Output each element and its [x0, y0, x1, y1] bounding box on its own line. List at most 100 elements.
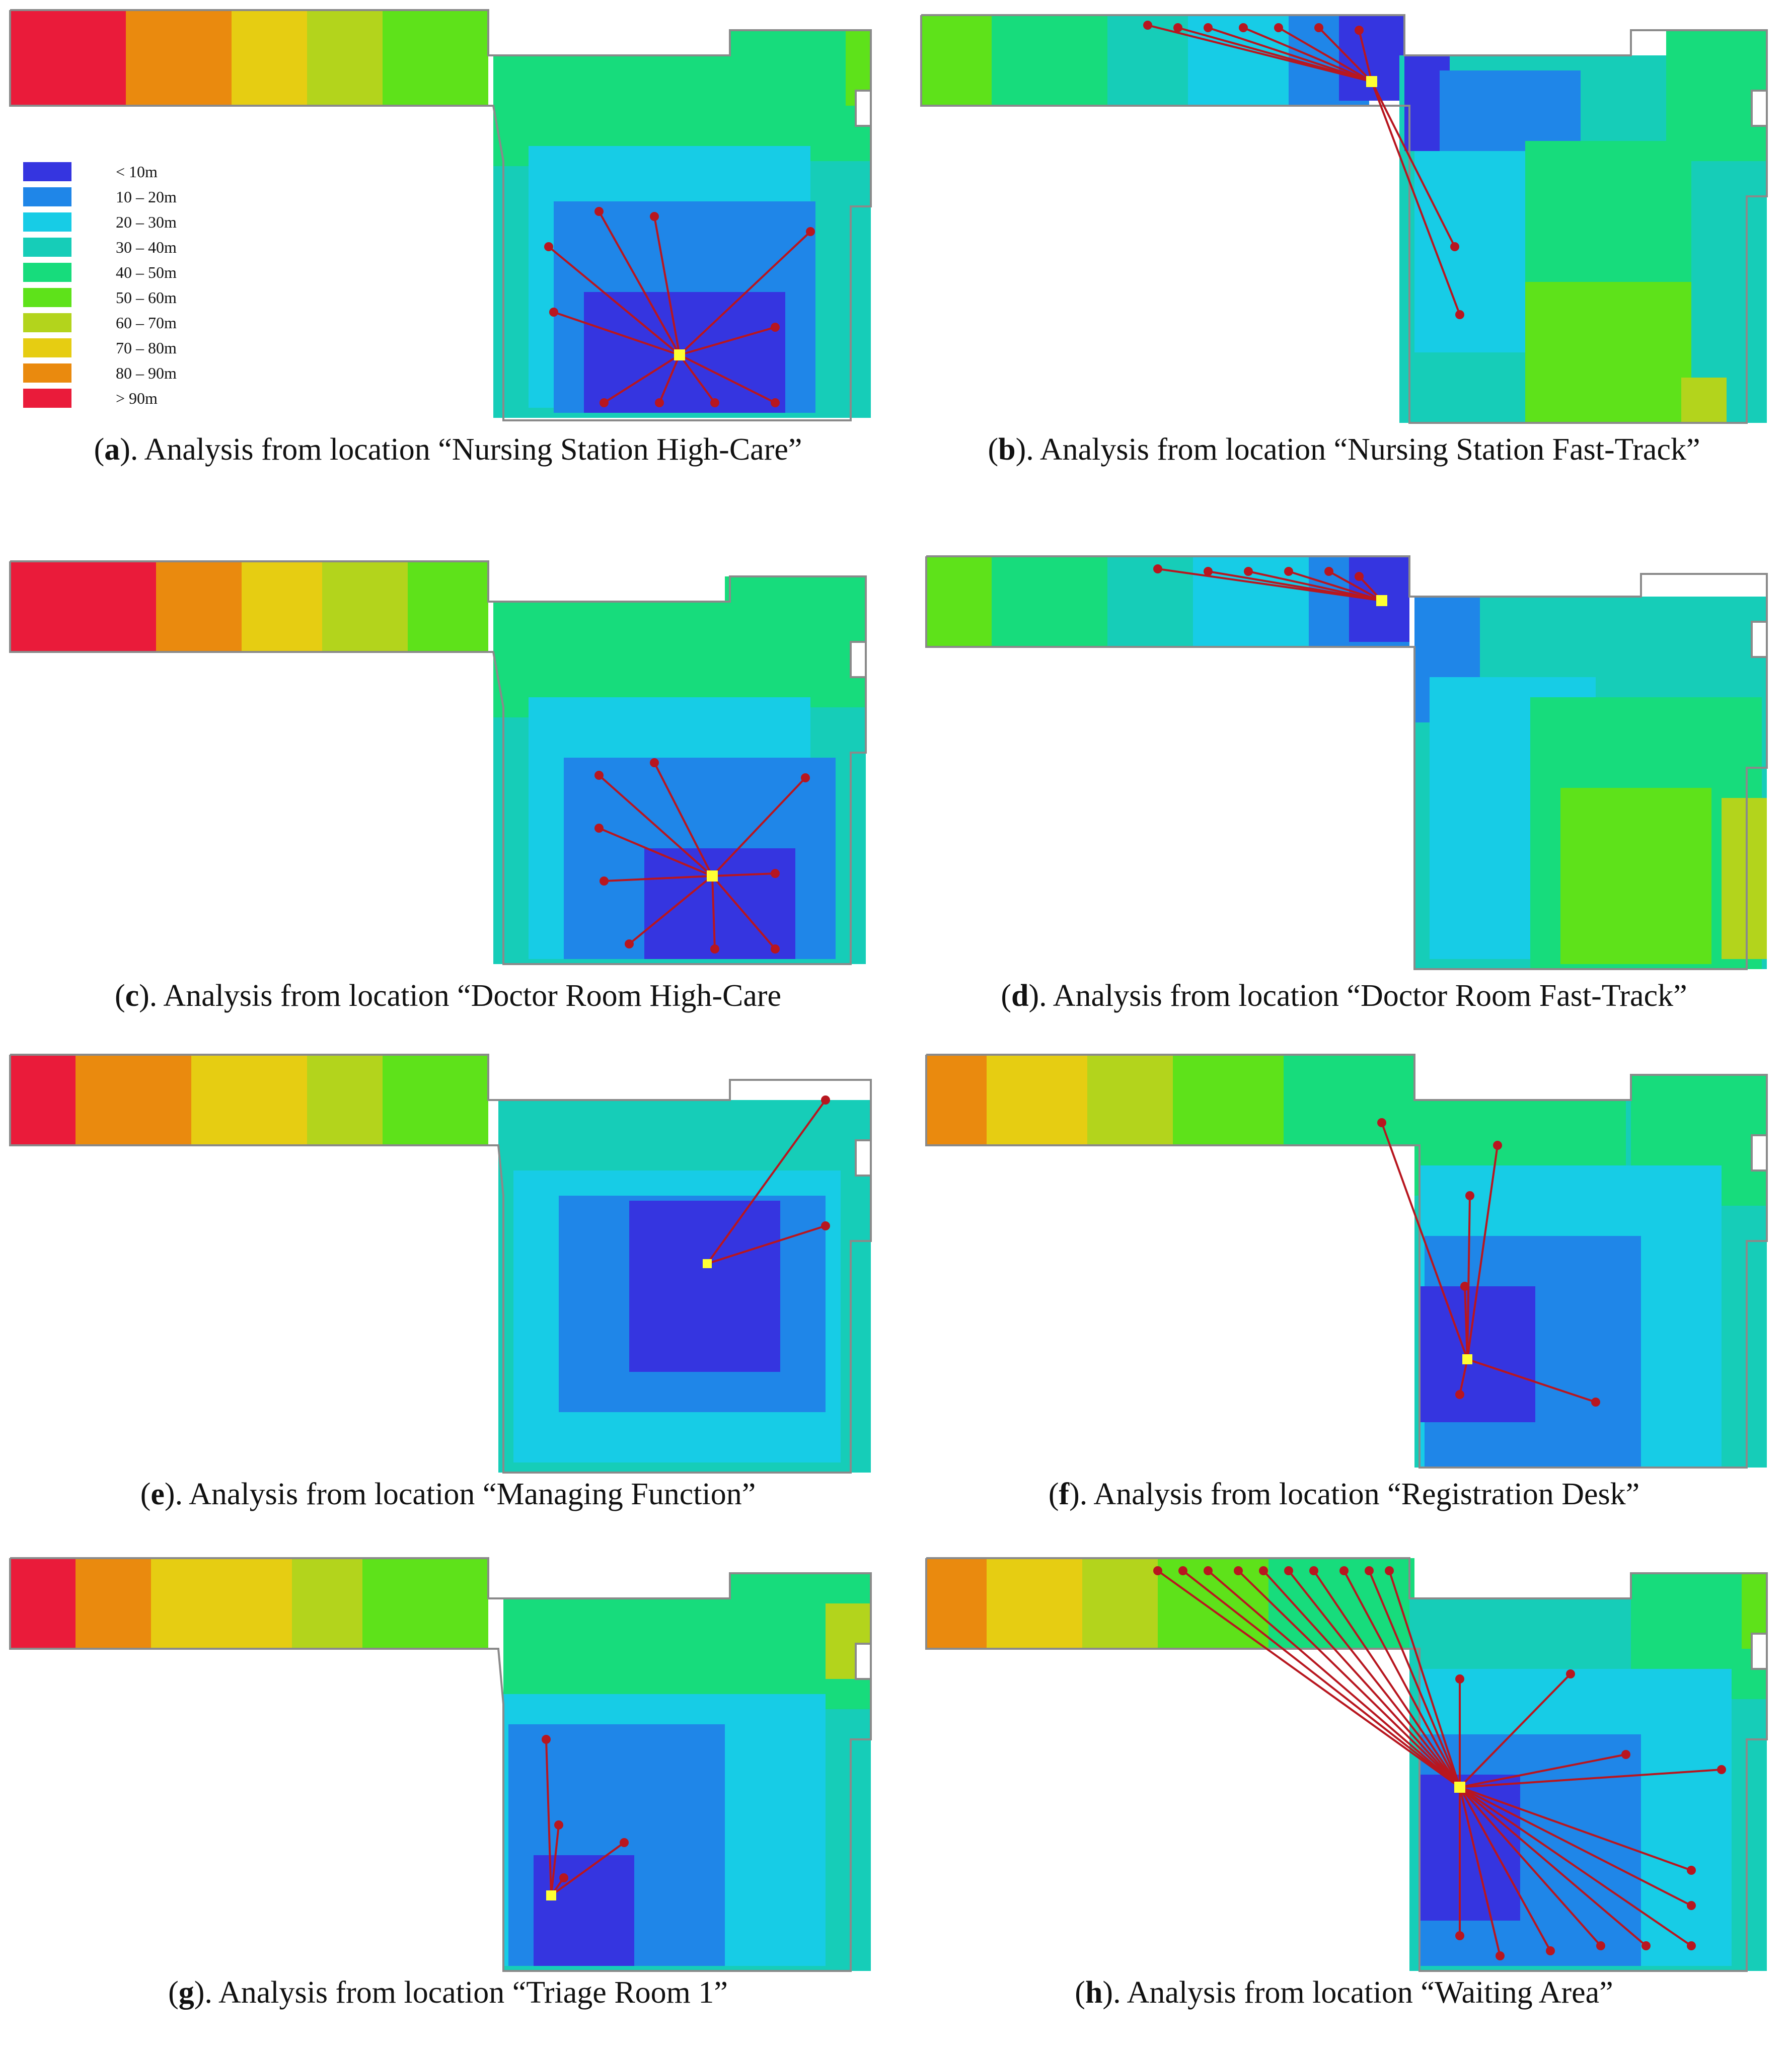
sight-lines — [542, 1735, 629, 1896]
legend-swatch — [23, 238, 71, 257]
legend-row: 30 – 40m — [20, 236, 211, 261]
legend-row: 60 – 70m — [20, 311, 211, 336]
legend-swatch — [23, 338, 71, 357]
legend-label: 70 – 80m — [116, 339, 177, 357]
panel-d: (d). Analysis from location “Doctor Room… — [896, 546, 1792, 1053]
origin-marker — [1366, 76, 1377, 87]
legend-row: < 10m — [20, 160, 211, 185]
legend-row: 40 – 50m — [20, 261, 211, 286]
panel-caption: (h). Analysis from location “Waiting Are… — [1075, 1975, 1613, 2010]
panel-caption: (g). Analysis from location “Triage Room… — [168, 1975, 728, 2010]
caption-text: ). Analysis from location “Managing Func… — [164, 1477, 756, 1511]
sight-lines — [1143, 21, 1464, 319]
wall-outline — [925, 555, 1768, 970]
sight-lines — [706, 1095, 830, 1265]
panel-letter: e — [151, 1477, 165, 1511]
panel-h: (h). Analysis from location “Waiting Are… — [896, 1543, 1792, 2050]
caption-text: ). Analysis from location “Registration … — [1069, 1477, 1640, 1511]
panel-letter: h — [1085, 1975, 1103, 2010]
sight-lines — [1377, 1118, 1600, 1407]
legend-label: 40 – 50m — [116, 263, 177, 281]
legend-row: 10 – 20m — [20, 185, 211, 210]
legend-swatch — [23, 187, 71, 206]
panel-letter: d — [1011, 979, 1029, 1013]
legend-label: < 10m — [116, 163, 158, 181]
zone-layer — [926, 1055, 1767, 1468]
panel-c: (c). Analysis from location “Doctor Room… — [0, 546, 896, 1053]
sight-lines — [1153, 1566, 1726, 1960]
legend-row: > 90m — [20, 387, 211, 412]
sight-lines — [544, 207, 815, 407]
sight-lines — [594, 758, 810, 954]
caption-text: ). Analysis from location “Waiting Area” — [1102, 1975, 1613, 2010]
panel-caption: (b). Analysis from location “Nursing Sta… — [988, 432, 1700, 467]
legend-label: 80 – 90m — [116, 364, 177, 382]
panel-caption: (c). Analysis from location “Doctor Room… — [114, 979, 782, 1013]
panel-a: < 10m 10 – 20m 20 – 30m 30 – 40m 40 – 50… — [0, 0, 896, 507]
panel-g: (g). Analysis from location “Triage Room… — [0, 1543, 896, 2050]
legend-swatch — [23, 263, 71, 282]
panel-letter: f — [1059, 1477, 1070, 1511]
origin-marker — [546, 1890, 556, 1900]
panel-letter: b — [998, 432, 1016, 467]
legend-swatch — [23, 162, 71, 181]
wall-outline — [9, 9, 872, 421]
floor-plan-f — [925, 1054, 1768, 1469]
panel-b: (b). Analysis from location “Nursing Sta… — [896, 0, 1792, 507]
legend-row: 80 – 90m — [20, 361, 211, 387]
floor-plan-b — [920, 14, 1768, 424]
legend-swatch — [23, 288, 71, 307]
legend-label: 50 – 60m — [116, 288, 177, 307]
origin-marker — [1454, 1782, 1465, 1793]
panel-caption: (d). Analysis from location “Doctor Room… — [1001, 979, 1687, 1013]
panel-f: (f). Analysis from location “Registratio… — [896, 1045, 1792, 1552]
panel-caption: (f). Analysis from location “Registratio… — [1048, 1477, 1640, 1511]
panel-letter: a — [104, 432, 120, 467]
legend-row: 70 – 80m — [20, 336, 211, 361]
panel-caption: (a). Analysis from location “Nursing Sta… — [94, 432, 802, 467]
caption-text: ). Analysis from location “Triage Room 1… — [194, 1975, 728, 2010]
sight-lines — [1153, 564, 1383, 602]
panel-letter: g — [178, 1975, 194, 2010]
legend-swatch — [23, 212, 71, 232]
zone-layer — [926, 556, 1767, 969]
zone-layer — [10, 561, 866, 964]
caption-text: ). Analysis from location “Nursing Stati… — [120, 432, 802, 467]
legend-row: 50 – 60m — [20, 286, 211, 311]
wall-outline — [925, 1557, 1768, 1972]
panel-e: (e). Analysis from location “Managing Fu… — [0, 1045, 896, 1552]
caption-text: ). Analysis from location “Doctor Room H… — [139, 979, 782, 1013]
floor-plan-d — [925, 555, 1768, 970]
legend-label: > 90m — [116, 389, 158, 407]
legend-label: 10 – 20m — [116, 188, 177, 206]
zone-layer — [10, 1055, 871, 1473]
legend-row: 20 – 30m — [20, 210, 211, 236]
floor-plan-h — [925, 1557, 1768, 1972]
wall-outline — [9, 1557, 872, 1972]
wall-outline — [9, 560, 867, 965]
legend-label: 30 – 40m — [116, 238, 177, 256]
panel-letter: c — [125, 979, 139, 1013]
legend-swatch — [23, 389, 71, 408]
wall-outline — [920, 14, 1768, 424]
origin-marker — [703, 1259, 712, 1268]
caption-text: ). Analysis from location “Nursing Stati… — [1015, 432, 1700, 467]
legend-label: 20 – 30m — [116, 213, 177, 231]
zone-layer — [10, 10, 871, 418]
origin-marker — [707, 870, 718, 882]
zone-layer — [921, 15, 1767, 423]
panel-caption: (e). Analysis from location “Managing Fu… — [140, 1477, 756, 1511]
floor-plan-g — [9, 1557, 872, 1972]
origin-marker — [674, 349, 685, 360]
floor-plan-c — [9, 560, 867, 965]
wall-outline — [9, 1054, 872, 1474]
floor-plan-e — [9, 1054, 872, 1474]
caption-text: ). Analysis from location “Doctor Room F… — [1028, 979, 1687, 1013]
zone-layer — [10, 1558, 871, 1971]
wall-outline — [925, 1054, 1768, 1469]
legend-swatch — [23, 363, 71, 383]
origin-marker — [1376, 595, 1387, 606]
origin-marker — [1462, 1354, 1472, 1364]
legend-label: 60 – 70m — [116, 314, 177, 332]
legend-swatch — [23, 313, 71, 332]
